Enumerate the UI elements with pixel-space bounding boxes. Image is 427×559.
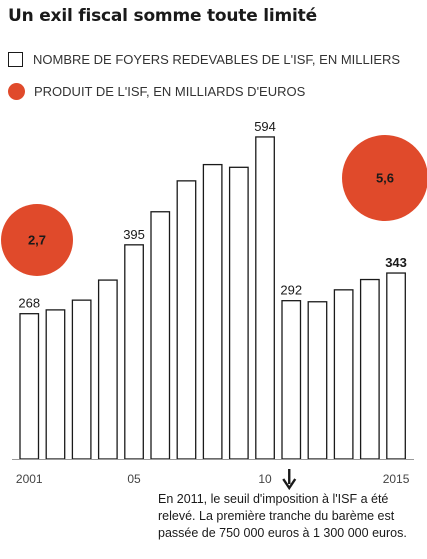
x-tick-label-2015: 2015: [383, 472, 410, 486]
legend-label-foyers: NOMBRE DE FOYERS REDEVABLES DE L'ISF, EN…: [33, 52, 401, 67]
bar-2015: [386, 272, 406, 460]
bar-2013: [333, 289, 354, 460]
bar-2005: [124, 244, 144, 460]
bar-2012: [307, 301, 328, 460]
legend-item-produit: PRODUIT DE L'ISF, EN MILLIARDS D'EUROS: [8, 83, 305, 100]
data-label-2011: 292: [280, 283, 302, 298]
legend-item-foyers: NOMBRE DE FOYERS REDEVABLES DE L'ISF, EN…: [8, 52, 400, 67]
legend-box-swatch-icon: [8, 52, 23, 67]
bar-2011: [281, 300, 302, 460]
bar-2002: [45, 309, 66, 460]
bar-2008: [202, 163, 223, 460]
bar-2010: [255, 136, 275, 460]
data-label-2010: 594: [254, 119, 276, 134]
data-label-2005: 395: [123, 227, 145, 242]
bar-2007: [176, 180, 197, 460]
arrow-down-icon: [282, 478, 297, 491]
x-tick-label-2010: 10: [258, 472, 272, 486]
legend-label-produit: PRODUIT DE L'ISF, EN MILLIARDS D'EUROS: [34, 84, 306, 99]
bubble-label-2001: 2,7: [28, 233, 46, 248]
bar-2004: [97, 279, 118, 460]
bar-2014: [359, 278, 380, 460]
bar-2003: [71, 299, 92, 460]
legend-dot-swatch-icon: [8, 83, 25, 100]
bubble-2001: [1, 204, 73, 276]
chart-title: Un exil fiscal somme toute limité: [8, 6, 317, 26]
data-label-2001: 268: [18, 296, 40, 311]
bubble-label-2015: 5,6: [376, 171, 394, 186]
data-label-2015: 343: [385, 255, 407, 270]
bar-2006: [150, 211, 171, 460]
bar-2001: [19, 313, 40, 460]
x-tick-label-2001: 2001: [16, 472, 43, 486]
bar-2009: [228, 166, 249, 460]
bubble-2015: [342, 135, 427, 221]
annotation-note: En 2011, le seuil d'imposition à l'ISF a…: [158, 492, 407, 540]
x-tick-label-2005: 05: [127, 472, 141, 486]
